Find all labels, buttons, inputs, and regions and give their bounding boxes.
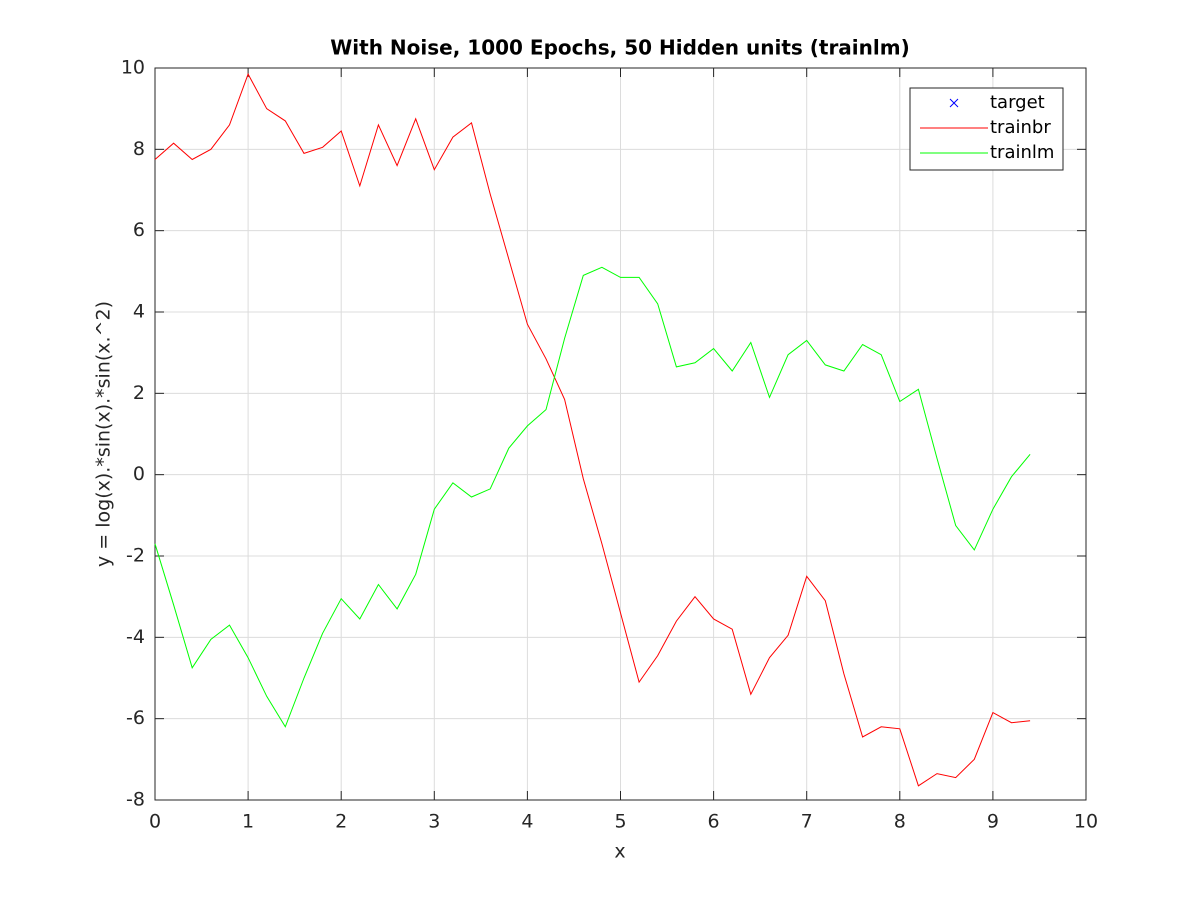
y-tick-label: -2 <box>126 545 145 567</box>
y-tick-label: -8 <box>126 789 145 811</box>
series-line <box>154 266 1031 728</box>
chart-title: With Noise, 1000 Epochs, 50 Hidden units… <box>330 36 909 60</box>
x-tick-label: 8 <box>894 811 906 833</box>
axes-box <box>154 67 1087 801</box>
y-tick-label: -6 <box>126 707 145 729</box>
x-tick-label: 0 <box>149 811 161 833</box>
x-axis-label: x <box>614 841 625 863</box>
legend-marker <box>949 98 959 108</box>
x-tick-label: 10 <box>1074 811 1098 833</box>
y-tick-label: 4 <box>133 301 145 323</box>
x-tick-label: 3 <box>428 811 440 833</box>
y-tick-label: 0 <box>133 463 145 485</box>
x-tick-label: 2 <box>335 811 347 833</box>
y-tick-label: 6 <box>133 219 145 241</box>
x-tick-label: 6 <box>708 811 720 833</box>
legend-box <box>909 87 1064 171</box>
legend-label: trainbr <box>990 117 1051 138</box>
legend-label: trainlm <box>990 142 1054 163</box>
legend-label: target <box>990 92 1045 113</box>
x-tick-label: 5 <box>614 811 626 833</box>
y-tick-label: 10 <box>121 57 145 79</box>
x-tick-label: 4 <box>521 811 533 833</box>
series-line <box>154 72 1031 787</box>
x-tick-label: 9 <box>987 811 999 833</box>
y-axis-label: y = log(x).*sin(x).*sin(x.^2) <box>93 301 115 567</box>
y-tick-label: -4 <box>126 626 145 648</box>
x-tick-label: 1 <box>242 811 254 833</box>
x-tick-label: 7 <box>801 811 813 833</box>
y-tick-label: 8 <box>133 138 145 160</box>
y-tick-label: 2 <box>133 382 145 404</box>
